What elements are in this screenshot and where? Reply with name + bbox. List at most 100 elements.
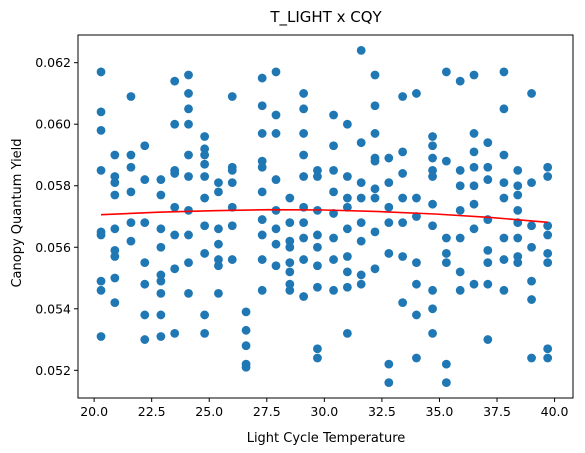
x-tick-label: 40.0 [541,404,569,419]
x-tick-label: 27.5 [253,404,281,419]
data-point [527,243,536,252]
data-point [412,354,421,363]
data-point [543,249,552,258]
data-point [258,231,267,240]
x-tick-label: 25.0 [195,404,223,419]
data-point [527,277,536,286]
trend-line-group [101,210,548,223]
data-point [170,120,179,129]
data-point [127,218,136,227]
data-point [470,147,479,156]
data-point [200,311,209,320]
data-point [527,178,536,187]
data-point [357,280,366,289]
data-point [97,231,106,240]
data-point [285,218,294,227]
data-point [384,218,393,227]
data-point [214,240,223,249]
data-point [299,129,308,138]
data-point [412,311,421,320]
data-point [184,231,193,240]
data-point [156,332,165,341]
data-point [272,68,281,77]
data-point [412,89,421,98]
data-point [285,286,294,295]
data-point [127,163,136,172]
data-point [329,286,338,295]
data-point [470,200,479,209]
data-point [428,200,437,209]
data-point [299,89,308,98]
data-point [258,74,267,83]
data-point [412,258,421,267]
data-point [156,243,165,252]
data-point [398,169,407,178]
data-point [228,178,237,187]
data-point [513,166,522,175]
data-point [110,274,119,283]
data-point [470,129,479,138]
x-tick-label: 35.0 [426,404,454,419]
data-point [184,289,193,298]
data-point [228,166,237,175]
data-point [500,178,509,187]
data-point [329,187,338,196]
data-point [442,249,451,258]
data-point [127,237,136,246]
data-point [200,329,209,338]
data-point [442,68,451,77]
data-point [184,151,193,160]
data-point [384,360,393,369]
data-point [371,227,380,236]
x-tick-label: 37.5 [483,404,511,419]
data-point [329,166,338,175]
data-point [470,163,479,172]
data-point [456,286,465,295]
data-point [170,264,179,273]
data-point [371,194,380,203]
data-point [299,218,308,227]
data-point [184,104,193,113]
data-point [470,224,479,233]
data-point [456,77,465,86]
data-point [513,258,522,267]
data-point [156,289,165,298]
data-point [242,326,251,335]
data-point [428,132,437,141]
data-point [272,175,281,184]
x-tick-label: 32.5 [368,404,396,419]
data-point [428,286,437,295]
data-point [214,224,223,233]
data-point [428,172,437,181]
x-tick-label: 20.0 [80,404,108,419]
data-point [272,261,281,270]
data-point [156,191,165,200]
data-point [371,184,380,193]
x-tick-label: 22.5 [138,404,166,419]
data-point [242,307,251,316]
data-point [313,231,322,240]
data-point [513,191,522,200]
data-point [110,252,119,261]
data-point [299,104,308,113]
data-point [214,178,223,187]
data-point [184,71,193,80]
data-point [184,258,193,267]
x-axis-label: Light Cycle Temperature [247,431,406,446]
data-point [500,68,509,77]
data-point [97,68,106,77]
data-point [343,252,352,261]
data-point [513,234,522,243]
data-point [258,187,267,196]
data-point [313,261,322,270]
data-point [500,286,509,295]
data-point [357,237,366,246]
data-point [483,258,492,267]
data-point [285,267,294,276]
data-point [127,187,136,196]
data-point [384,378,393,387]
data-point [313,172,322,181]
data-point [127,92,136,101]
data-point [470,181,479,190]
